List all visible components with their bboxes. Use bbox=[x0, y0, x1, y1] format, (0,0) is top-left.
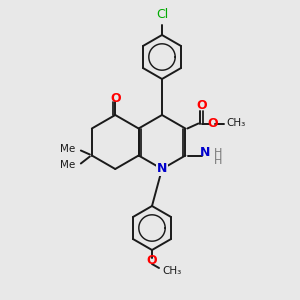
Text: N: N bbox=[200, 146, 211, 159]
Text: O: O bbox=[147, 254, 157, 268]
Text: Me: Me bbox=[60, 160, 75, 170]
Text: CH₃: CH₃ bbox=[226, 118, 246, 128]
Text: O: O bbox=[196, 99, 207, 112]
Text: CH₃: CH₃ bbox=[162, 266, 181, 276]
Text: Me: Me bbox=[60, 145, 75, 154]
Text: H: H bbox=[213, 155, 222, 166]
Text: O: O bbox=[207, 117, 218, 130]
Text: Cl: Cl bbox=[156, 8, 168, 21]
Text: O: O bbox=[110, 92, 121, 104]
Text: N: N bbox=[157, 163, 167, 176]
Text: H: H bbox=[213, 148, 222, 158]
